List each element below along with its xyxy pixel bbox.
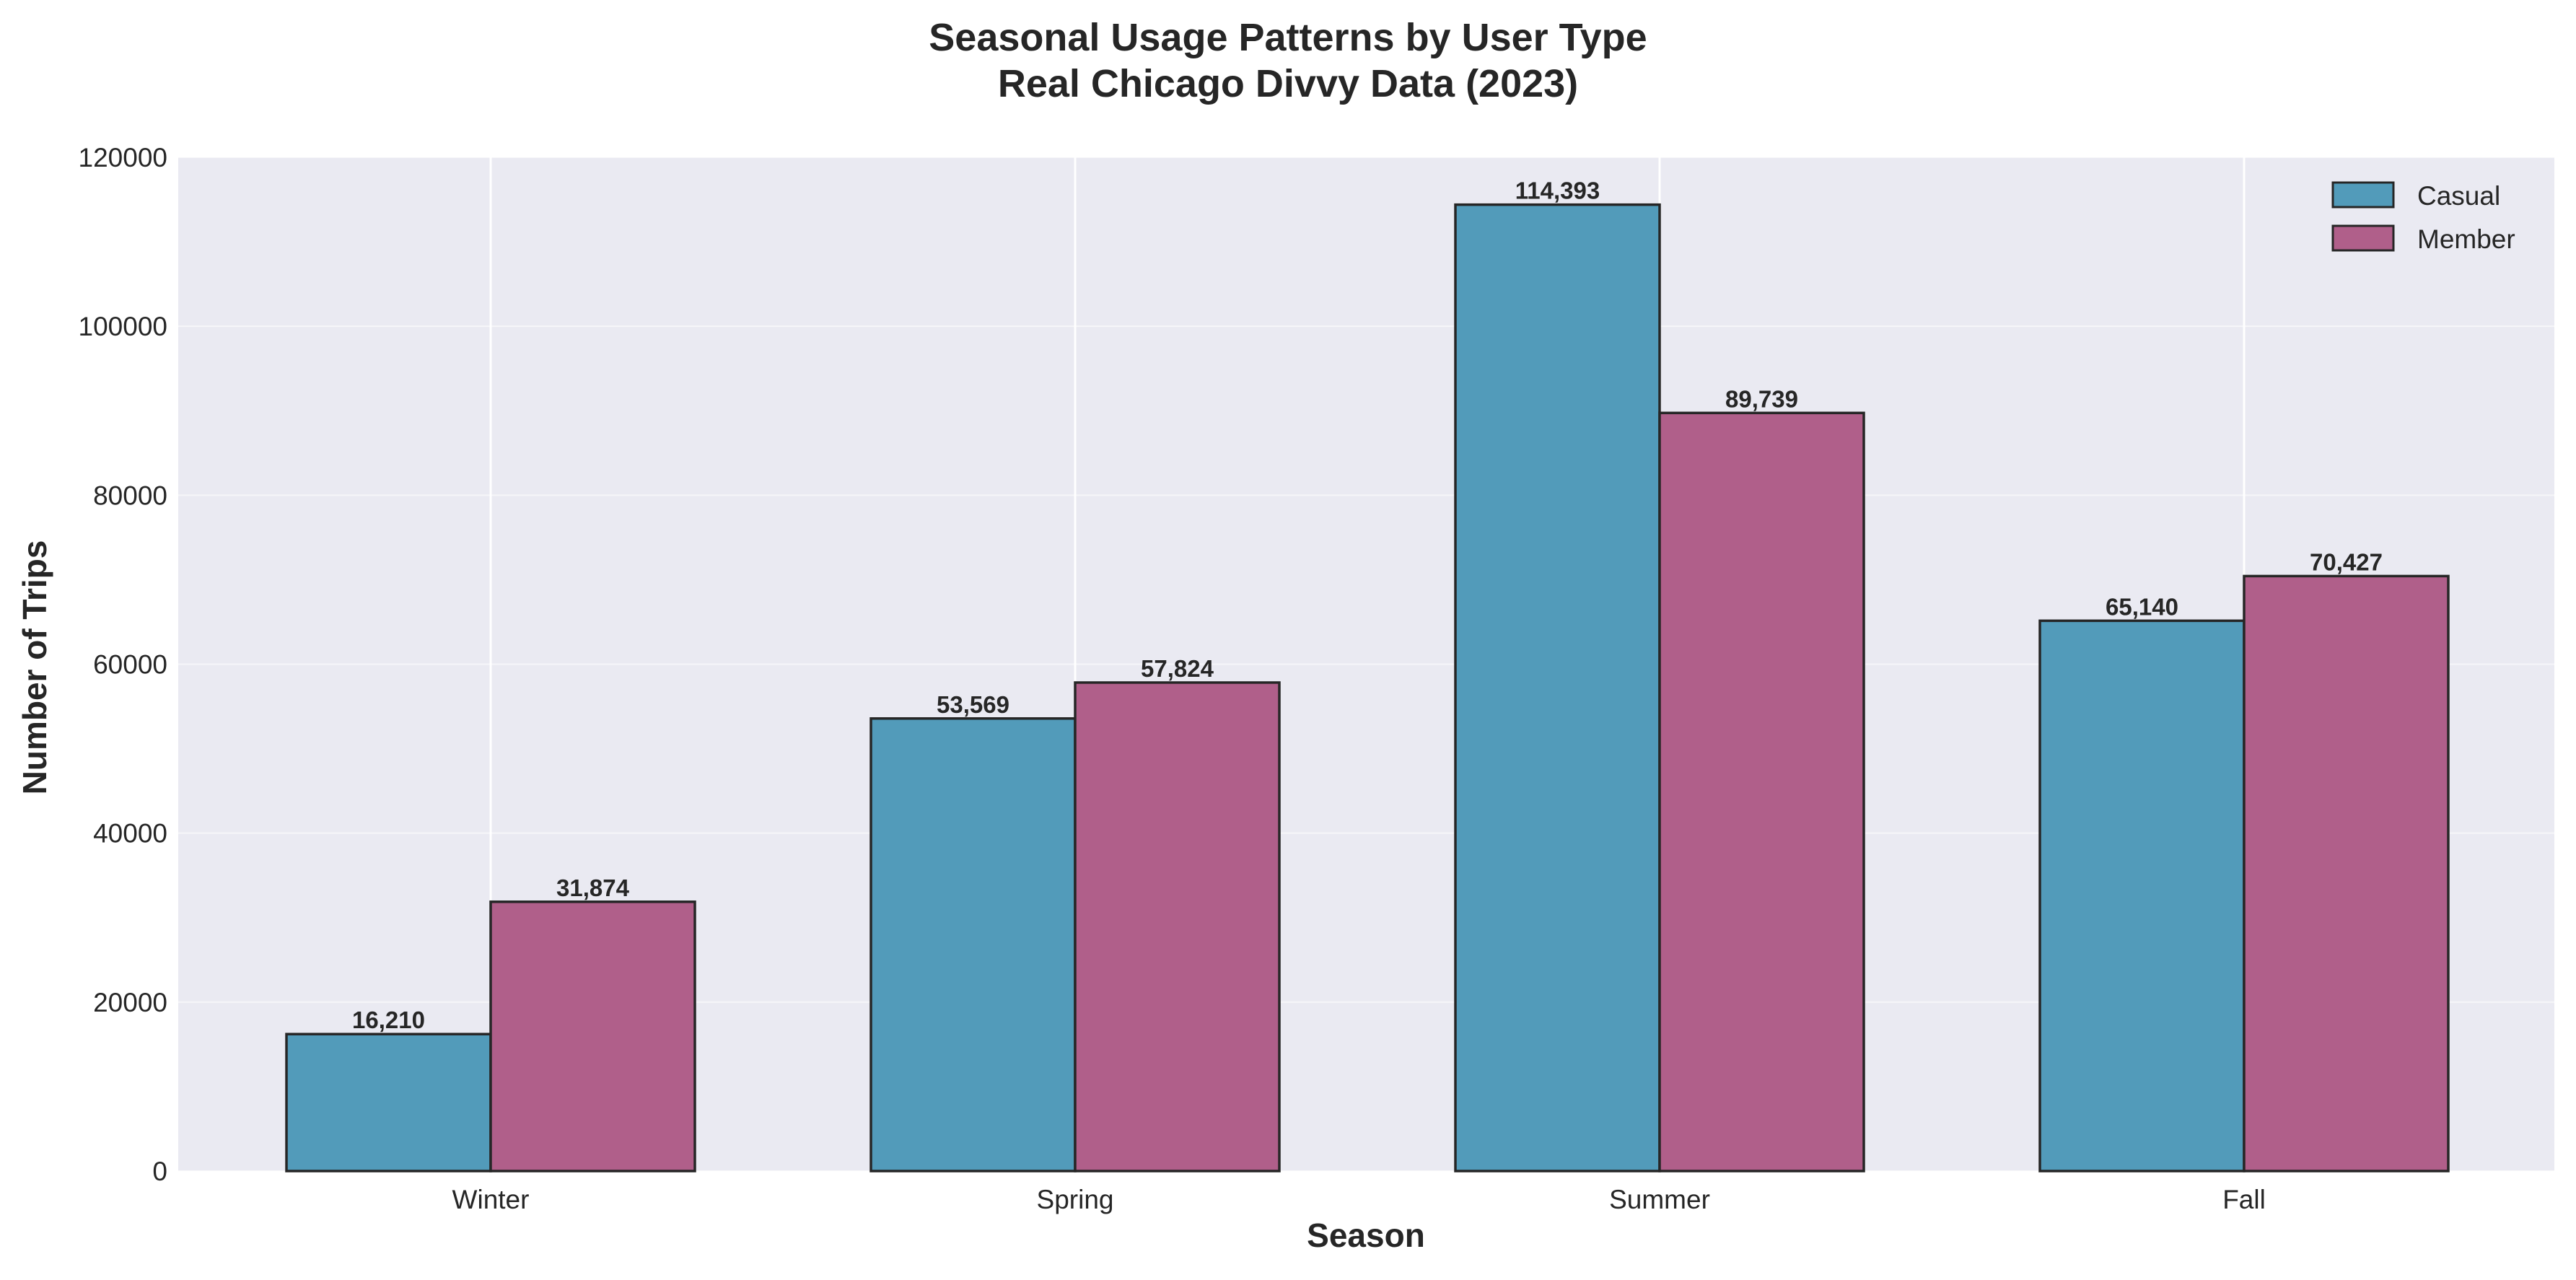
bar-value-label: 53,569 xyxy=(937,691,1009,718)
y-axis-ticks: 0 20000 40000 60000 80000 100000 120000 xyxy=(79,143,167,1186)
bar-casual-summer xyxy=(1454,203,1661,1172)
bars-layer xyxy=(285,203,2450,1172)
x-tick-label: Spring xyxy=(1037,1185,1114,1214)
legend-label-casual: Casual xyxy=(2417,181,2500,211)
x-axis-ticks: Winter Spring Summer Fall xyxy=(452,1185,2266,1214)
chart-subtitle: Real Chicago Divvy Data (2023) xyxy=(998,62,1578,105)
bar-member-spring xyxy=(1074,681,1281,1172)
bar-value-label: 89,739 xyxy=(1725,385,1798,412)
legend-swatch-casual xyxy=(2331,181,2395,209)
chart-title: Seasonal Usage Patterns by User Type xyxy=(929,16,1647,59)
y-tick-label: 20000 xyxy=(93,988,167,1017)
bar-value-label: 70,427 xyxy=(2310,548,2383,575)
x-tick-label: Winter xyxy=(452,1185,530,1214)
bar-casual-winter xyxy=(285,1033,492,1172)
y-axis-label: Number of Trips xyxy=(16,540,53,795)
bar-value-label: 57,824 xyxy=(1141,655,1214,682)
bar-member-winter xyxy=(489,900,696,1172)
legend: Casual Member xyxy=(2331,181,2515,254)
y-tick-label: 120000 xyxy=(79,143,167,172)
y-tick-label: 100000 xyxy=(79,312,167,341)
bar-member-fall xyxy=(2243,574,2450,1172)
bar-casual-fall xyxy=(2038,619,2246,1172)
bar-member-summer xyxy=(1658,411,1865,1172)
y-tick-label: 40000 xyxy=(93,819,167,849)
bar-value-label: 31,874 xyxy=(556,874,630,901)
x-tick-label: Fall xyxy=(2222,1185,2266,1214)
y-tick-label: 0 xyxy=(152,1157,167,1186)
bar-labels-layer: 16,210 31,874 53,569 57,824 114,393 89,739 65,… xyxy=(352,177,2383,1034)
bar-casual-spring xyxy=(869,717,1077,1172)
legend-label-member: Member xyxy=(2417,224,2515,254)
x-tick-label: Summer xyxy=(1609,1185,1710,1214)
bar-value-label: 114,393 xyxy=(1515,177,1600,204)
bar-value-label: 16,210 xyxy=(352,1007,425,1033)
y-tick-label: 60000 xyxy=(93,650,167,680)
y-tick-label: 80000 xyxy=(93,481,167,510)
x-axis-label: Season xyxy=(1307,1217,1425,1254)
legend-swatch-member xyxy=(2331,224,2395,252)
bar-value-label: 65,140 xyxy=(2106,593,2178,620)
